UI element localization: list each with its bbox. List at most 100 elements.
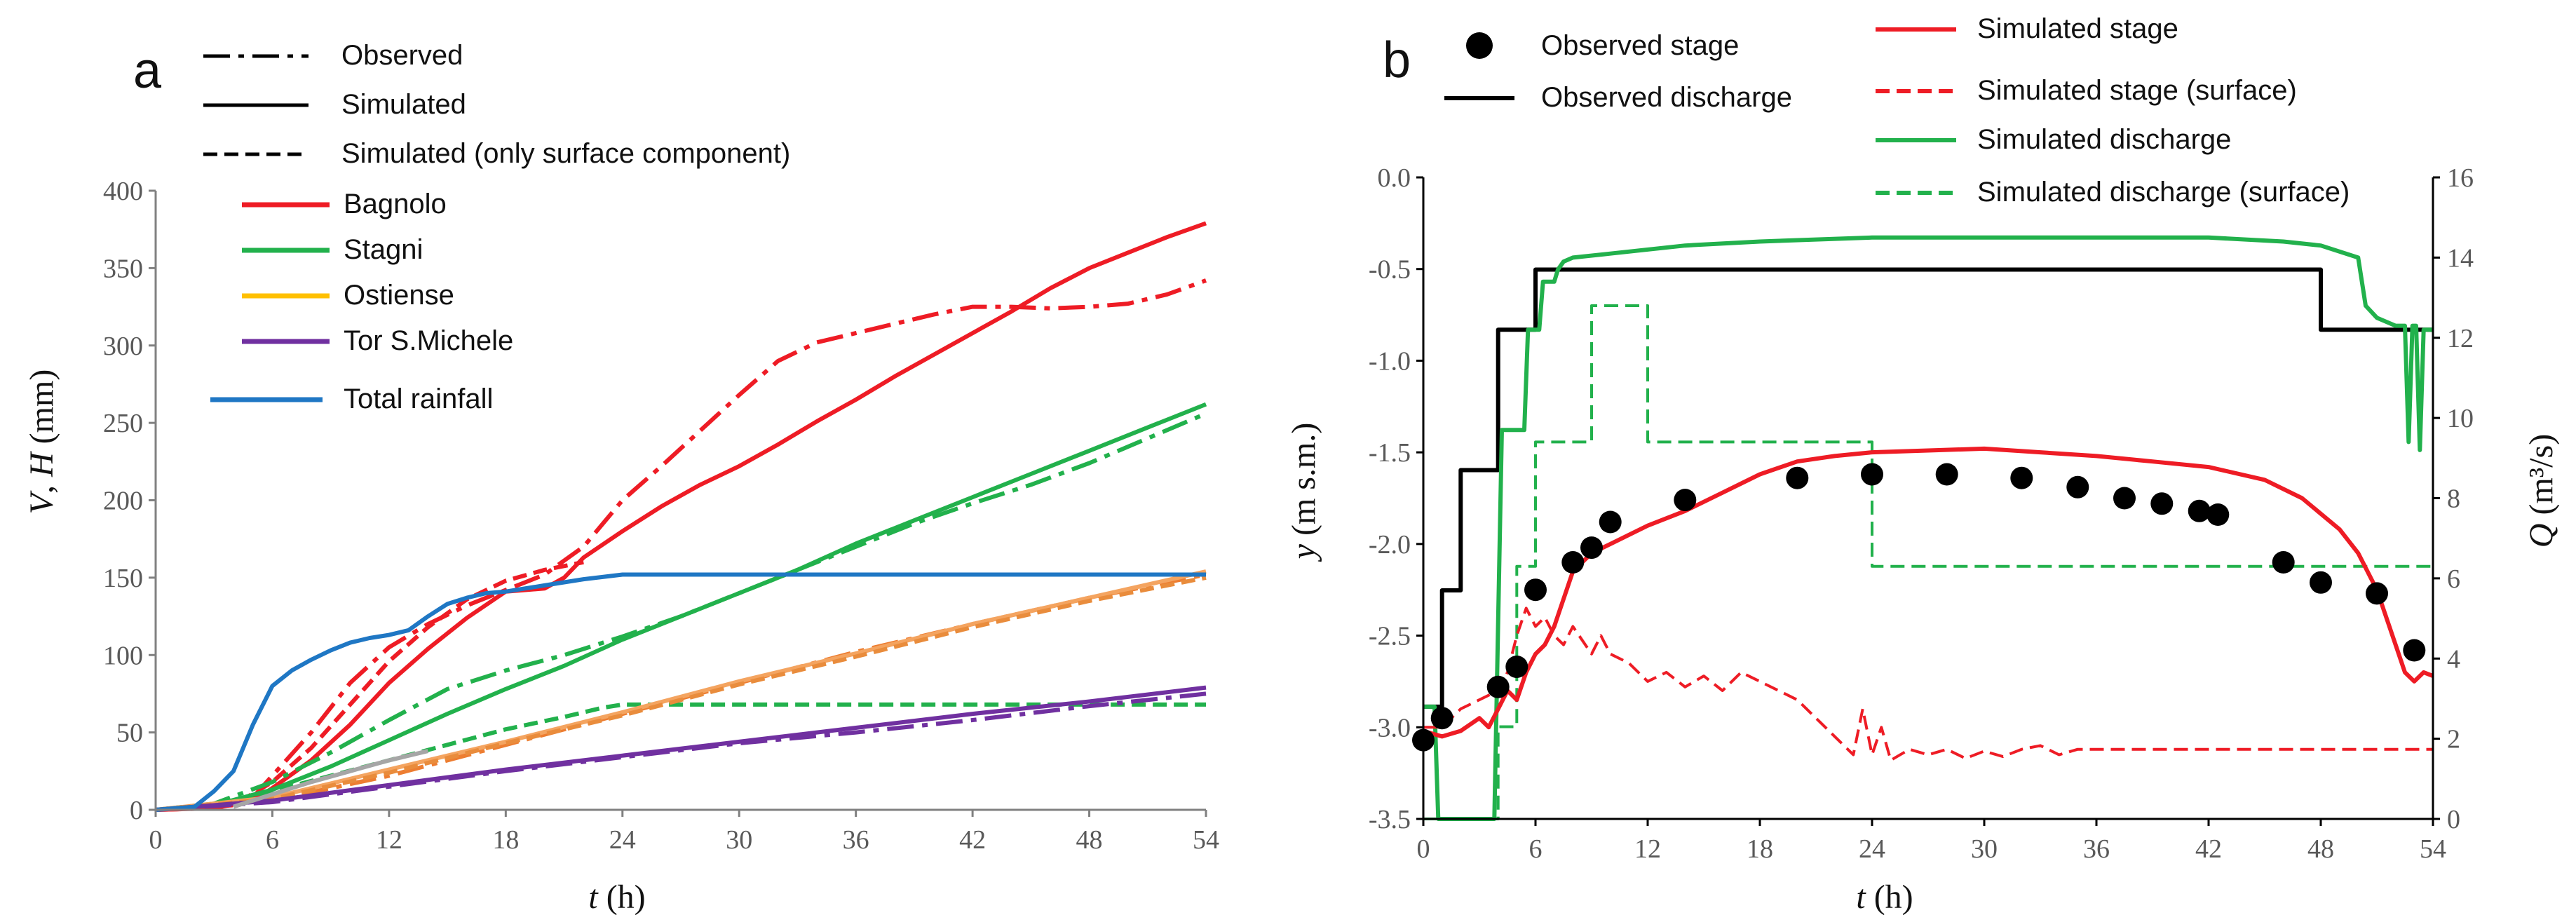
legend-label-stagni: Stagni [344,234,423,265]
panel-b-x-tick-label: 18 [1747,834,1773,864]
legend-label-simulated-surface: Simulated (only surface component) [341,138,790,169]
panel-a-x-axis-label: t (h) [588,879,645,916]
series-stagni-simulated [155,402,1207,812]
panel-a-x-tick-label: 42 [959,825,986,855]
panel-a-ylabel-var: V [23,490,60,514]
series-bagnolo-observed [155,278,1207,812]
panel-b-series [1423,235,2434,821]
observed-stage-point [1505,656,1528,678]
series-simulated-stage-surface [1423,606,2433,762]
legend-entry-bagnolo: Bagnolo [242,189,447,219]
series-simulated-discharge [1423,235,2433,821]
panel-b-y-tick-label: -2.0 [1369,530,1411,560]
panel-a-y-tick-label: 250 [103,409,143,438]
series-observed-discharge [1423,267,2433,709]
panel-a-ylabel-var2: H [23,451,60,477]
series-simulated-stage [1423,446,2434,739]
panel-a-y-tick-label: 0 [130,796,143,825]
legend-entry-tor-smichele: Tor S.Michele [242,325,513,356]
legend-label-simulated: Simulated [341,89,466,120]
panel-a-legend: Observed Simulated Simulated (only surfa… [203,40,790,414]
panel-a-y-tick-label: 150 [103,564,143,593]
panel-b-x-tick-label: 30 [1971,834,1998,864]
observed-stage-point [1486,675,1510,698]
panel-b-y2-tick-label: 0 [2447,805,2460,834]
legend-entry-simulated-discharge-surface: Simulated discharge (surface) [1876,177,2350,208]
panel-b-y-tick-label: -1.0 [1369,346,1411,376]
legend-entry-observed-stage: Observed stage [1466,30,1739,61]
series-simulated-discharge-surface [1423,304,2433,820]
panel-a-x-tick-label: 54 [1193,825,1219,855]
observed-stage-point [2010,466,2033,489]
panel-a-y-tick-label: 350 [103,254,143,283]
panel-a-y-axis-label: V, H (mm) [23,370,60,515]
panel-b-y2-axis-label: Q (m³/s) [2523,434,2560,548]
panel-b-axes [1416,176,2440,826]
panel-a-x-tick-label: 6 [266,825,279,855]
legend-label-observed-stage: Observed stage [1541,30,1739,61]
legend-entry-simulated-stage-surface: Simulated stage (surface) [1876,75,2297,106]
observed-stage-point [2366,582,2388,605]
observed-stage-point [2403,639,2426,662]
panel-b-y-tick-label: -2.5 [1369,622,1411,651]
panel-a-x-tick-label: 18 [492,825,519,855]
panel-b-y2-tick-label: 12 [2447,324,2474,353]
series-bagnolo-surface [155,560,584,812]
panel-b-ylabel-var: y [1285,543,1322,562]
observed-stage-point [1561,551,1585,574]
series-bagnolo-simulated [155,221,1207,812]
observed-stage-point [1524,578,1547,602]
panel-a-series [155,221,1207,812]
legend-entry-stagni: Stagni [242,234,423,265]
legend-entry-ostiense: Ostiense [242,280,454,311]
panel-b-y-tick-label: 0.0 [1378,163,1411,193]
series-tor-s-michele-simulated [155,685,1207,812]
panel-b-y-tick-label: -3.5 [1369,805,1411,834]
observed-stage-point [2188,499,2211,522]
observed-stage-point [2066,475,2089,499]
panel-a-ylabel-sep: , [23,477,60,494]
observed-stage-point [1430,707,1453,730]
panel-b-y2-tick-label: 8 [2447,484,2460,514]
legend-label-total-rainfall: Total rainfall [344,384,493,414]
legend-label-simulated-stage: Simulated stage [1977,13,2178,44]
observed-stage-point [2113,487,2136,510]
legend-label-observed: Observed [341,40,463,71]
panel-b-x-tick-label: 6 [1529,834,1543,864]
panel-a-y-tick-label: 100 [103,641,143,670]
panel-b-ylabel-unit: (m s.m.) [1285,423,1322,544]
observed-stage-point [1935,463,1958,486]
panel-b-x-tick-label: 48 [2307,834,2334,864]
panel-a-axes [149,189,1207,817]
panel-b-y2-tick-label: 10 [2447,404,2474,433]
panel-a-x-tick-label: 48 [1076,825,1103,855]
observed-stage-point [2272,551,2295,574]
panel-b-y2-tick-label: 2 [2447,725,2460,754]
panel-label-a: a [133,43,162,99]
panel-b-ylabel2-var: Q [2523,524,2560,548]
panel-a-y-tick-label: 200 [103,487,143,516]
chart-panel-b: b 0 6 12 18 24 30 36 42 48 54 -3.5-3.0-2.5-2.0-1.… [1285,13,2560,916]
panel-b-y2-tick-label: 4 [2447,644,2460,674]
legend-label-simulated-discharge: Simulated discharge [1977,124,2231,155]
observed-stage-point [2310,571,2332,594]
panel-a-x-tick-label: 12 [376,825,402,855]
panel-b-xlabel-var: t [1856,879,1866,916]
observed-stage-point [1599,510,1622,534]
panel-b-x-tick-label: 42 [2195,834,2222,864]
panel-b-y-tick-label: -3.0 [1369,713,1411,743]
panel-b-x-tick-labels: 0 6 12 18 24 30 36 42 48 54 [1417,834,2447,864]
legend-entry-total-rainfall: Total rainfall [210,384,493,414]
series-total-rainfall [155,572,1206,812]
panel-a-xlabel-unit: (h) [598,879,646,916]
panel-b-x-tick-label: 24 [1859,834,1885,864]
panel-b-observed-stage-markers [1412,463,2426,752]
legend-entry-simulated-surface: Simulated (only surface component) [203,138,790,169]
panel-label-b: b [1383,32,1411,88]
panel-b-y-tick-label: -0.5 [1369,255,1411,285]
legend-label-ostiense: Ostiense [344,280,454,311]
panel-b-y2-tick-label: 16 [2447,163,2474,193]
panel-b-y-tick-label: -1.5 [1369,438,1411,468]
panel-b-x-tick-label: 0 [1417,834,1430,864]
